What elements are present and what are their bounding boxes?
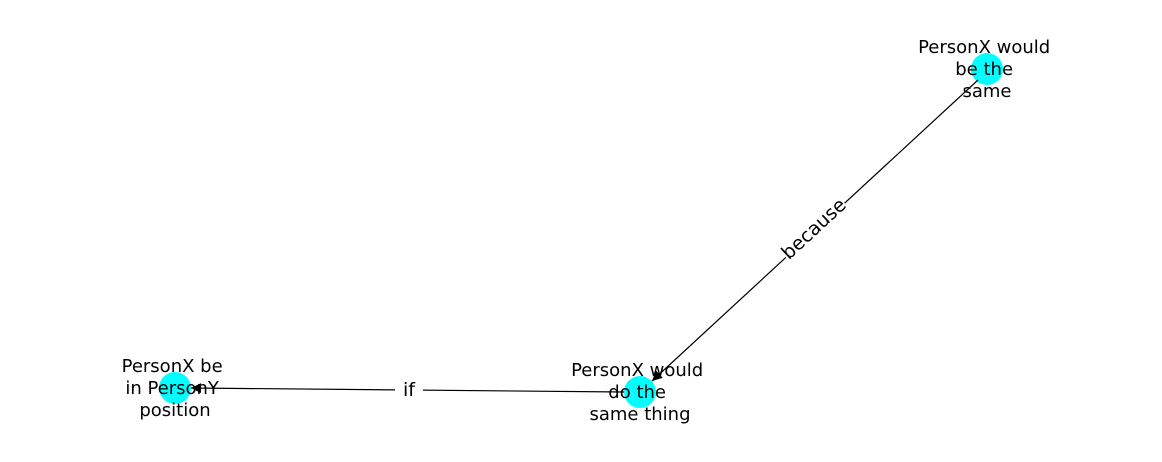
- node-label-line: PersonX be: [122, 356, 223, 377]
- node-be-same-label: PersonX would be the same: [918, 37, 1056, 102]
- node-label-line: same: [962, 81, 1011, 102]
- node-label-line: PersonX would: [571, 360, 703, 381]
- edge-label-because: because: [776, 193, 852, 265]
- node-label-line: do the: [608, 382, 666, 403]
- node-be-same: [971, 53, 1003, 85]
- node-marker: [624, 376, 656, 408]
- edge-label-if: if: [395, 378, 423, 402]
- node-marker: [159, 372, 191, 404]
- edge-label-background: [395, 378, 423, 402]
- node-label-line: position: [139, 400, 210, 421]
- node-be-position: [159, 372, 191, 404]
- edge-label-because-text: because: [777, 194, 850, 264]
- node-be-position-label: PersonX be in PersonY position: [122, 356, 229, 421]
- node-label-line: be the: [955, 59, 1013, 80]
- edge-label-if-text: if: [403, 379, 416, 401]
- node-marker: [971, 53, 1003, 85]
- node-label-line: PersonX would: [918, 37, 1050, 58]
- node-label-line: same thing: [589, 404, 690, 425]
- edge-label-background: [776, 193, 852, 265]
- node-label-line: in PersonY: [125, 378, 220, 399]
- node-do-same-label: PersonX would do the same thing: [571, 360, 709, 425]
- node-do-same: [624, 376, 656, 408]
